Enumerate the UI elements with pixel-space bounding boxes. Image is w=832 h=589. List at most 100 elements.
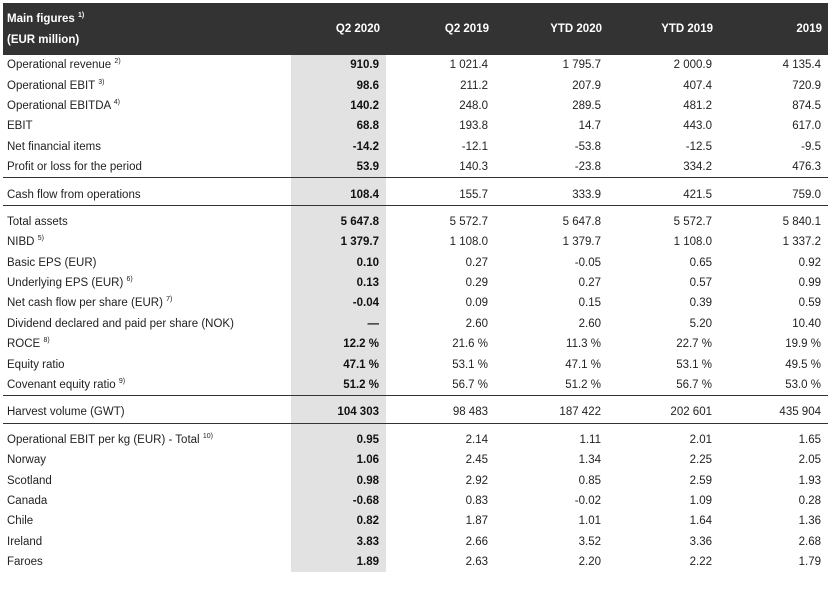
- value-cell: 51.2 %: [495, 374, 608, 397]
- row-label-cell: Equity ratio: [3, 354, 291, 374]
- table-row: ROCE 8) 12.2 % 21.6 % 11.3 % 22.7 % 19.9 %: [3, 334, 828, 355]
- value-cell: 22.7 %: [676, 338, 712, 351]
- row-label: Faroes: [7, 556, 43, 569]
- table-row: Chile 0.82 1.87 1.01 1.64 1.36: [3, 511, 828, 532]
- value-cell: 12.2 %: [291, 334, 386, 355]
- value-cell: 443.0: [683, 120, 712, 133]
- table-row: Faroes 1.89 2.63 2.20 2.22 1.79: [3, 551, 828, 573]
- table-row: Operational EBIT per kg (EUR) - Total 10…: [3, 423, 828, 451]
- value-cell: 3.36: [689, 535, 712, 548]
- value-cell: 0.95: [291, 423, 386, 451]
- value-cell: 1 379.7: [562, 236, 601, 249]
- row-label: Dividend declared and paid per share (NO…: [7, 317, 234, 330]
- value-cell: 47.1 %: [291, 354, 386, 375]
- value-cell: 1.64: [689, 515, 712, 528]
- table-body: Operational revenue 2) 910.9 1 021.4 1 795.…: [3, 55, 828, 573]
- row-footnote-marker: 10): [202, 433, 213, 440]
- table-row: Scotland 0.98 2.92 0.85 2.59 1.93: [3, 470, 828, 491]
- row-footnote-marker: 7): [166, 296, 173, 304]
- row-label: EBIT: [7, 120, 33, 133]
- table-subtitle: (EUR million): [7, 34, 80, 46]
- row-label-cell: ROCE 8): [3, 334, 291, 354]
- column-header-2019: 2019: [719, 3, 828, 55]
- value-cell: 720.9: [792, 79, 821, 92]
- value-cell: 5 647.8: [291, 205, 386, 233]
- value-cell: 10.40: [792, 317, 821, 330]
- row-footnote-marker: 2): [114, 58, 121, 66]
- row-label: Operational EBITDA: [7, 99, 111, 112]
- value-cell: 104 303: [291, 395, 386, 424]
- row-label: Norway: [7, 454, 46, 467]
- value-cell: 5 840.1: [782, 215, 821, 228]
- value-cell: -53.8: [574, 140, 601, 153]
- value-cell: 2.05: [798, 454, 821, 467]
- value-cell: 1.89: [291, 551, 386, 573]
- row-label: Covenant equity ratio: [7, 379, 116, 392]
- value-cell: 2.60: [578, 317, 601, 330]
- value-cell: 53.9: [291, 156, 386, 179]
- value-cell: 19.9 %: [785, 338, 821, 351]
- value-cell: 47.1 %: [565, 358, 601, 371]
- value-cell: 1.87: [465, 515, 488, 528]
- value-cell: 759.0: [719, 177, 828, 206]
- value-cell: 49.5 %: [785, 358, 821, 371]
- value-cell: 0.65: [689, 256, 712, 269]
- row-label: Basic EPS (EUR): [7, 256, 97, 269]
- value-cell: 0.29: [465, 277, 488, 290]
- value-cell: -0.04: [291, 293, 386, 314]
- value-cell: 202 601: [608, 395, 719, 424]
- row-label-cell: Norway: [3, 450, 291, 470]
- value-cell: -0.05: [574, 256, 601, 269]
- value-cell: 1.34: [578, 454, 601, 467]
- value-cell: 108.4: [291, 177, 386, 206]
- value-cell: 1.01: [578, 515, 601, 528]
- column-header-ytd-2020: YTD 2020: [495, 3, 608, 55]
- value-cell: 1 021.4: [449, 59, 488, 72]
- row-label: ROCE: [7, 338, 41, 351]
- table-row: Covenant equity ratio 9) 51.2 % 56.7 % 51.2…: [3, 374, 828, 397]
- row-label-cell: Profit or loss for the period: [3, 156, 291, 179]
- table-row: Ireland 3.83 2.66 3.52 3.36 2.68: [3, 531, 828, 552]
- value-cell: 0.09: [465, 297, 488, 310]
- row-label-cell: EBIT: [3, 116, 291, 136]
- table-row: Operational EBIT 3) 98.6 211.2 207.9 407.4 72…: [3, 75, 828, 96]
- value-cell: 68.8: [291, 116, 386, 137]
- row-label: Net financial items: [7, 140, 101, 153]
- column-header-q2-2019: Q2 2019: [386, 3, 495, 55]
- value-cell: -0.02: [574, 495, 601, 507]
- row-footnote-marker: 8): [43, 337, 50, 345]
- value-cell: 1.09: [689, 495, 712, 507]
- row-label-cell: Net financial items: [3, 137, 291, 157]
- row-label-cell: Operational EBIT per kg (EUR) - Total 10…: [3, 423, 291, 450]
- row-label-cell: Basic EPS (EUR): [3, 253, 291, 273]
- table-row: Cash flow from operations 108.4 155.7 333.9…: [3, 177, 828, 206]
- value-cell: 0.57: [689, 277, 712, 290]
- table-title: Main figures: [7, 13, 75, 25]
- value-cell: 1.93: [798, 474, 821, 487]
- value-cell: 2 000.9: [673, 59, 712, 72]
- row-label-cell: Chile: [3, 511, 291, 531]
- value-cell: 0.59: [798, 297, 821, 310]
- table-header-row: Main figures 1) (EUR million) Q2 2020 Q2…: [3, 3, 828, 55]
- value-cell: 51.2 %: [291, 374, 386, 397]
- row-label-cell: Net cash flow per share (EUR) 7): [3, 293, 291, 313]
- row-label: Underlying EPS (EUR): [7, 277, 124, 290]
- value-cell: 0.27: [465, 256, 488, 269]
- value-cell: 2.68: [798, 535, 821, 548]
- value-cell: 98 483: [386, 395, 495, 424]
- value-cell: 2.01: [689, 433, 712, 446]
- table-row: Net financial items -14.2 -12.1 -53.8 -12.5 -…: [3, 136, 828, 157]
- value-cell: 2.14: [465, 433, 488, 446]
- value-cell: 3.52: [578, 535, 601, 548]
- value-cell: 1 108.0: [449, 236, 488, 249]
- value-cell: 2.63: [465, 556, 488, 569]
- table-row: Profit or loss for the period 53.9 140.3 -2…: [3, 156, 828, 179]
- value-cell: 2.66: [465, 535, 488, 548]
- value-cell: 0.85: [578, 474, 601, 487]
- row-label-cell: Cash flow from operations: [3, 177, 291, 206]
- column-header-ytd-2019: YTD 2019: [608, 3, 719, 55]
- value-cell: -0.68: [291, 490, 386, 512]
- value-cell: 333.9: [495, 177, 608, 206]
- table-row: EBIT 68.8 193.8 14.7 443.0 617.0: [3, 116, 828, 137]
- value-cell: 0.98: [291, 470, 386, 491]
